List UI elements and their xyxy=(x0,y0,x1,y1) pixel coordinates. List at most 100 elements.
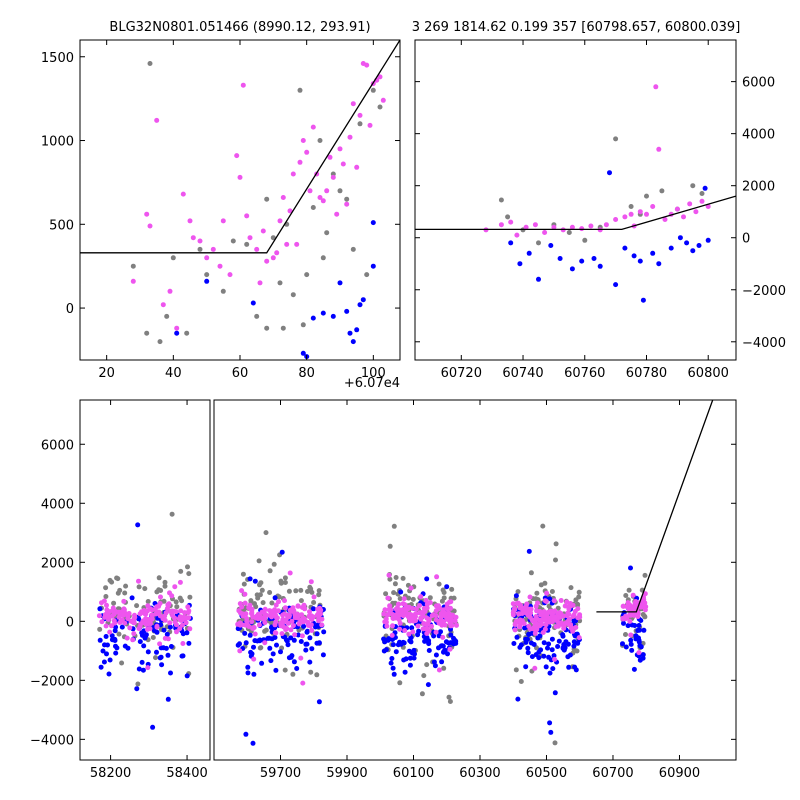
full-point-blue xyxy=(525,650,531,656)
recent-point-magenta xyxy=(650,204,656,209)
full-point-gray xyxy=(173,599,179,605)
full-point-gray xyxy=(253,604,259,610)
zoom-point-magenta xyxy=(247,235,253,241)
full-point-gray xyxy=(393,575,399,580)
full-point-magenta xyxy=(287,607,293,613)
zoom-point-magenta xyxy=(180,191,186,197)
full-point-gray xyxy=(150,635,156,640)
full-point-magenta xyxy=(576,635,582,641)
full-point-gray xyxy=(447,699,453,704)
full-point-blue xyxy=(385,637,391,643)
recent-ytick-label: 2000 xyxy=(742,180,775,195)
recent-model-line xyxy=(415,195,736,231)
full-point-blue xyxy=(411,655,417,661)
zoom-model-line xyxy=(80,40,400,254)
zoom-point-blue xyxy=(357,302,363,308)
full-point-blue xyxy=(515,696,521,702)
full-point-magenta xyxy=(269,614,275,620)
zoom-point-gray xyxy=(157,339,163,345)
full-point-gray xyxy=(174,604,180,610)
full-point-magenta xyxy=(130,637,136,643)
full-point-magenta xyxy=(177,626,183,632)
full-point-blue xyxy=(552,690,558,696)
recent-point-magenta xyxy=(542,230,548,235)
full-point-blue xyxy=(398,589,404,595)
full-point-magenta xyxy=(542,598,548,604)
full-point-blue xyxy=(307,659,313,665)
full-point-gray xyxy=(187,594,193,600)
full-point-blue xyxy=(291,659,297,665)
full-point-blue xyxy=(548,729,554,735)
full-point-gray xyxy=(540,523,546,529)
zoom-point-magenta xyxy=(254,246,260,252)
recent-point-gray xyxy=(690,183,696,189)
full-point-magenta xyxy=(402,602,408,608)
full-point-gray xyxy=(568,585,574,591)
full-point-magenta xyxy=(244,616,250,621)
full-ytick-label: 6000 xyxy=(41,438,74,453)
full-point-gray xyxy=(134,603,140,609)
full-point-magenta xyxy=(242,591,248,597)
full-point-blue xyxy=(529,654,535,660)
full-point-blue xyxy=(445,651,450,657)
full-point-magenta xyxy=(256,622,262,628)
full-point-gray xyxy=(542,580,548,586)
full-point-blue xyxy=(572,664,578,670)
zoom-point-blue xyxy=(344,308,350,314)
full-segment-points xyxy=(96,511,193,730)
full-point-blue xyxy=(541,653,547,659)
zoom-point-magenta xyxy=(337,146,343,152)
recent-point-magenta xyxy=(681,214,686,220)
full-point-magenta xyxy=(642,607,648,613)
full-point-blue xyxy=(252,578,258,584)
zoom-point-magenta xyxy=(264,258,270,264)
full-point-gray xyxy=(573,597,579,603)
full-point-blue xyxy=(97,606,103,612)
full-point-blue xyxy=(168,644,174,649)
full-point-magenta xyxy=(623,613,629,619)
full-point-magenta xyxy=(391,613,397,619)
full-point-magenta xyxy=(448,623,454,629)
full-point-magenta xyxy=(386,607,392,613)
full-point-magenta xyxy=(251,656,257,662)
full-point-magenta xyxy=(447,599,452,605)
full-point-blue xyxy=(165,696,171,702)
full-point-blue xyxy=(628,637,634,643)
recent-axes-frame xyxy=(414,39,737,361)
full-ytick-label: −4000 xyxy=(30,733,74,748)
full-point-blue xyxy=(426,638,432,644)
recent-point-blue xyxy=(569,266,575,272)
full-point-blue xyxy=(620,641,625,647)
full-point-gray xyxy=(103,594,109,599)
zoom-point-blue xyxy=(330,313,336,319)
full-point-blue xyxy=(107,657,113,663)
zoom-points xyxy=(130,61,386,360)
full-point-gray xyxy=(311,600,317,605)
full-point-blue xyxy=(304,641,310,647)
full-points xyxy=(96,511,649,746)
full-ticks: 58200 58400 59700 59900 60100 60300 60500 60700… xyxy=(30,400,736,781)
full-point-blue xyxy=(406,648,412,654)
full-point-magenta xyxy=(553,624,559,630)
full-point-blue xyxy=(415,632,421,638)
full-point-blue xyxy=(266,635,272,641)
zoom-point-gray xyxy=(310,205,316,210)
full-point-magenta xyxy=(410,629,416,635)
full-model-segment xyxy=(596,400,714,613)
full-point-magenta xyxy=(446,612,452,618)
full-point-gray xyxy=(576,589,582,595)
zoom-point-blue xyxy=(310,315,316,321)
full-point-magenta xyxy=(236,608,242,614)
full-point-magenta xyxy=(136,578,141,584)
full-point-magenta xyxy=(126,611,132,616)
full-point-magenta xyxy=(249,611,255,617)
full-point-blue xyxy=(514,634,520,640)
full-point-gray xyxy=(642,613,647,619)
zoom-point-magenta xyxy=(147,223,153,229)
recent-point-magenta xyxy=(579,226,585,232)
full-point-blue xyxy=(278,649,283,655)
full-point-blue xyxy=(309,646,315,652)
full-point-magenta xyxy=(387,603,393,609)
full-point-blue xyxy=(135,522,141,528)
full-point-blue xyxy=(245,670,251,676)
